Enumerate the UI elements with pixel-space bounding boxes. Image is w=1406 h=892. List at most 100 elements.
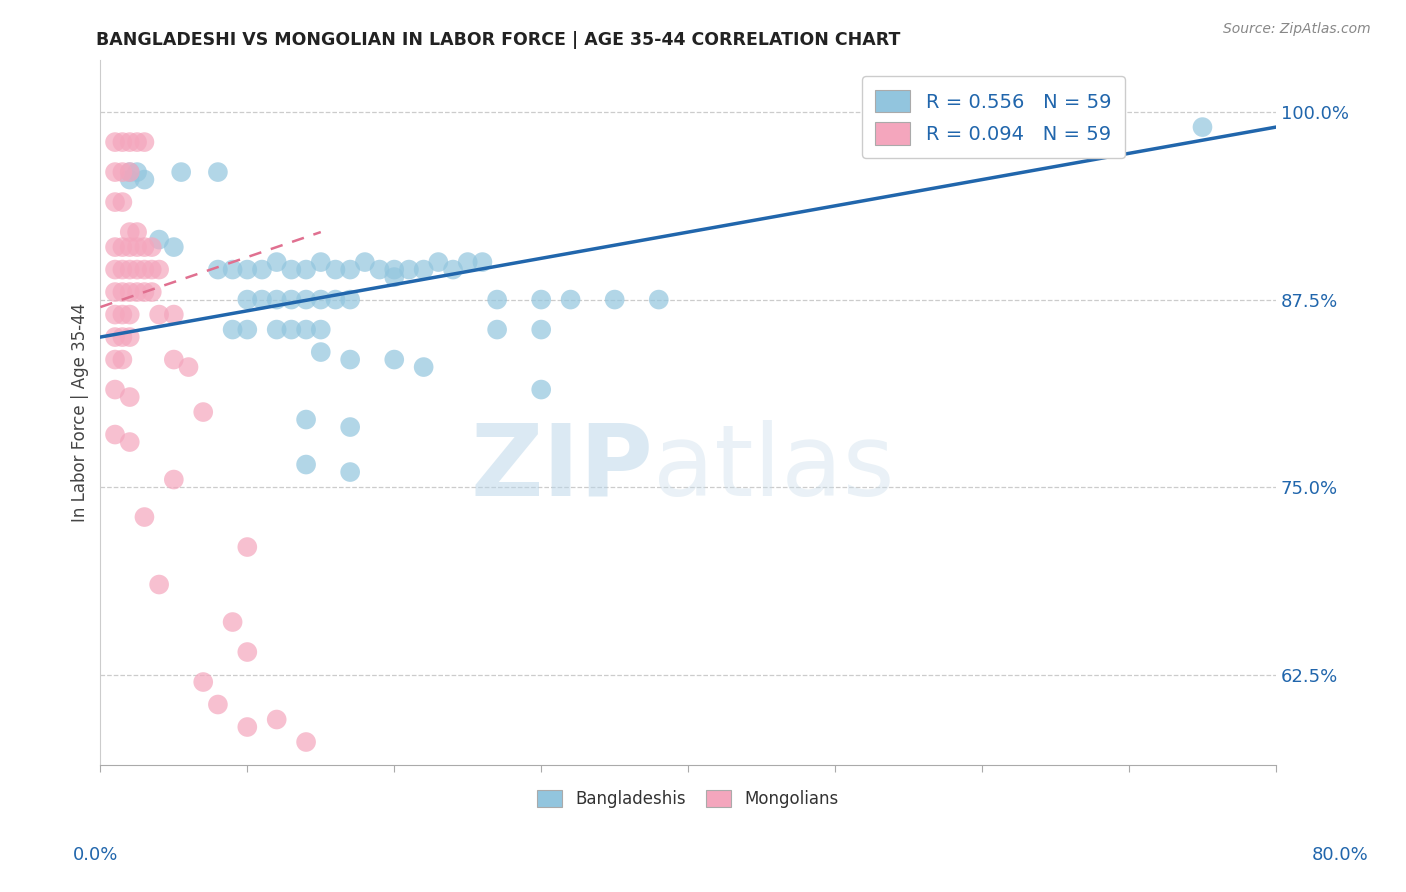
Point [118, 135, 141, 149]
Point [295, 262, 318, 277]
Point [236, 262, 259, 277]
Point [295, 412, 318, 426]
Point [127, 240, 149, 254]
Point [134, 510, 156, 524]
Point [127, 262, 149, 277]
Point [280, 262, 302, 277]
Point [236, 720, 259, 734]
Point [104, 352, 127, 367]
Point [309, 322, 332, 336]
Point [118, 390, 141, 404]
Legend: Bangladeshis, Mongolians: Bangladeshis, Mongolians [529, 781, 848, 816]
Point [368, 262, 391, 277]
Point [486, 322, 509, 336]
Point [530, 293, 553, 307]
Point [339, 293, 361, 307]
Point [486, 293, 509, 307]
Point [236, 645, 259, 659]
Point [266, 713, 288, 727]
Point [193, 675, 215, 690]
Point [471, 255, 494, 269]
Text: 0.0%: 0.0% [73, 846, 118, 863]
Point [104, 285, 127, 299]
Point [134, 262, 156, 277]
Point [111, 165, 134, 179]
Point [127, 165, 149, 179]
Point [309, 345, 332, 359]
Point [382, 262, 405, 277]
Point [111, 195, 134, 210]
Point [148, 308, 170, 322]
Point [127, 285, 149, 299]
Point [141, 285, 163, 299]
Point [127, 225, 149, 239]
Point [104, 330, 127, 344]
Point [250, 293, 273, 307]
Point [134, 285, 156, 299]
Point [236, 293, 259, 307]
Point [170, 165, 193, 179]
Y-axis label: In Labor Force | Age 35-44: In Labor Force | Age 35-44 [72, 302, 89, 522]
Point [457, 255, 479, 269]
Point [118, 172, 141, 186]
Point [339, 262, 361, 277]
Point [295, 735, 318, 749]
Point [118, 165, 141, 179]
Point [148, 233, 170, 247]
Point [207, 698, 229, 712]
Point [118, 225, 141, 239]
Point [118, 165, 141, 179]
Point [118, 262, 141, 277]
Point [141, 262, 163, 277]
Point [118, 330, 141, 344]
Point [530, 383, 553, 397]
Point [309, 293, 332, 307]
Point [295, 293, 318, 307]
Point [412, 262, 434, 277]
Point [127, 135, 149, 149]
Point [382, 270, 405, 285]
Point [648, 293, 671, 307]
Point [441, 262, 464, 277]
Text: atlas: atlas [652, 420, 894, 517]
Point [354, 255, 377, 269]
Point [339, 465, 361, 479]
Point [134, 135, 156, 149]
Point [118, 285, 141, 299]
Point [104, 135, 127, 149]
Point [141, 240, 163, 254]
Point [266, 293, 288, 307]
Point [398, 262, 420, 277]
Point [104, 427, 127, 442]
Point [104, 195, 127, 210]
Point [221, 322, 243, 336]
Point [295, 458, 318, 472]
Text: Source: ZipAtlas.com: Source: ZipAtlas.com [1223, 22, 1371, 37]
Point [280, 322, 302, 336]
Point [236, 322, 259, 336]
Point [118, 308, 141, 322]
Point [134, 172, 156, 186]
Point [163, 240, 186, 254]
Text: 80.0%: 80.0% [1312, 846, 1368, 863]
Point [118, 435, 141, 450]
Point [104, 262, 127, 277]
Point [111, 285, 134, 299]
Point [148, 577, 170, 591]
Point [382, 352, 405, 367]
Point [339, 352, 361, 367]
Point [177, 360, 200, 375]
Point [104, 165, 127, 179]
Point [104, 383, 127, 397]
Point [111, 240, 134, 254]
Point [325, 262, 347, 277]
Point [193, 405, 215, 419]
Point [111, 262, 134, 277]
Point [111, 352, 134, 367]
Point [221, 615, 243, 629]
Point [163, 473, 186, 487]
Point [111, 308, 134, 322]
Point [104, 308, 127, 322]
Point [104, 240, 127, 254]
Point [221, 262, 243, 277]
